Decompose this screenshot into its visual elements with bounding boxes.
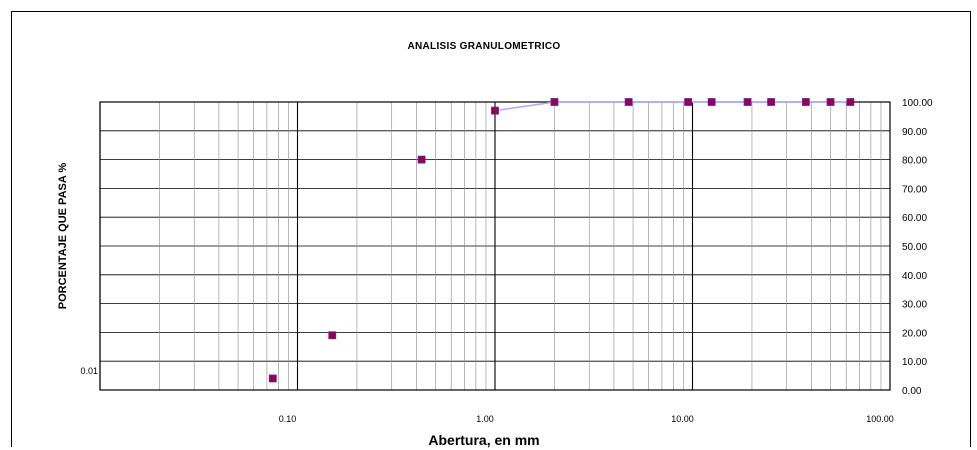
y-tick-label: 100.00: [902, 98, 933, 109]
y-tick-label: 10.00: [902, 357, 927, 368]
y-tick-label: 40.00: [902, 271, 927, 282]
data-point: [268, 374, 277, 383]
y-tick-label: 90.00: [902, 127, 927, 138]
data-point: [743, 98, 752, 106]
y-tick-label: 60.00: [902, 213, 927, 224]
chart-frame: [11, 11, 971, 447]
data-point: [846, 98, 855, 106]
data-point: [550, 98, 559, 106]
x-tick-label: 1.00: [476, 414, 494, 424]
data-point: [624, 98, 633, 106]
data-point: [826, 98, 835, 106]
data-point: [767, 98, 775, 106]
x-axis-label: Abertura, en mm: [428, 432, 539, 448]
plot-area: [99, 101, 891, 391]
x-tick-label: 10.00: [671, 414, 694, 424]
data-point: [491, 106, 499, 115]
x-tick-labels: 0.01 0.10 1.00 10.00 100.00: [80, 366, 893, 424]
y-tick-label: 30.00: [902, 300, 927, 311]
y-tick-label: 20.00: [902, 328, 927, 339]
y-axis-label: PORCENTAJE QUE PASA %: [57, 163, 69, 310]
chart-title: ANALISIS GRANULOMETRICO: [407, 41, 560, 52]
x-tick-label: 100.00: [866, 414, 894, 424]
y-tick-label: 70.00: [902, 184, 927, 195]
y-tick-label: 0.00: [902, 386, 922, 397]
y-tick-labels: 0.00 10.00 20.00 30.00 40.00 50.00 60.00 70.00 8…: [902, 98, 933, 397]
series: [268, 98, 855, 383]
y-tick-label: 50.00: [902, 242, 927, 253]
grid: [99, 101, 890, 391]
y-tick-label: 80.00: [902, 156, 927, 167]
data-point: [684, 98, 693, 106]
data-point: [801, 98, 810, 106]
x-tick-label: 0.10: [279, 414, 297, 424]
data-point: [417, 155, 426, 164]
data-point: [707, 98, 716, 106]
series-line: [494, 101, 851, 112]
x-tick-label: 0.01: [80, 366, 98, 376]
data-point: [328, 331, 337, 340]
